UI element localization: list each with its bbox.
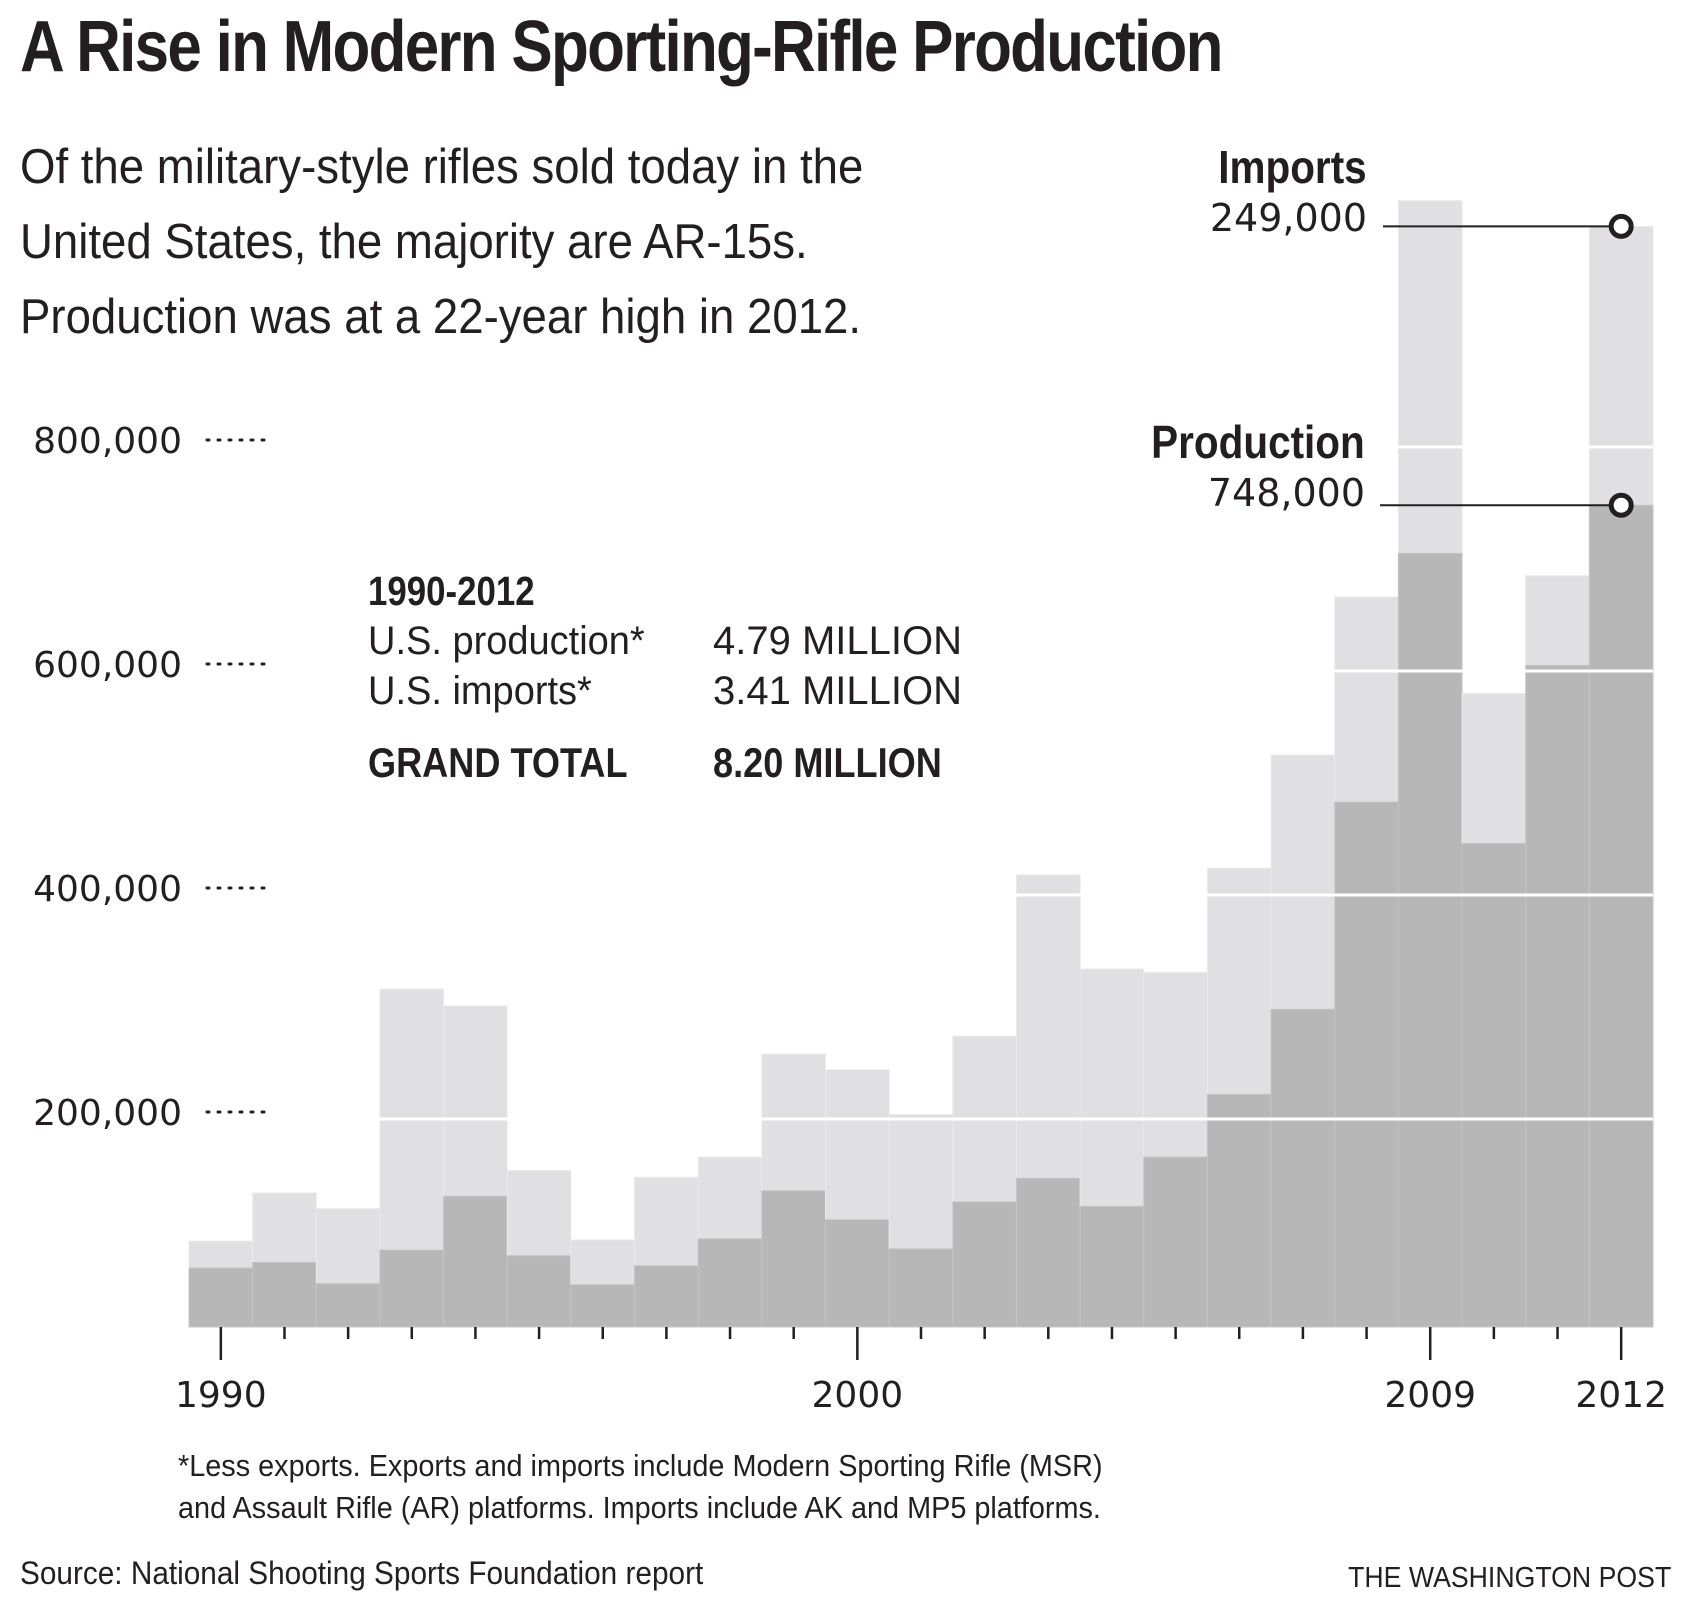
- imports-bar: [570, 1239, 636, 1286]
- y-tick-label: 200,000: [33, 1093, 182, 1134]
- production-bar: [1270, 1008, 1336, 1328]
- production-bar: [1206, 1093, 1272, 1328]
- production-marker: [1608, 492, 1634, 518]
- imports-bar: [634, 1176, 699, 1267]
- production-bar: [188, 1267, 254, 1328]
- footnote-line: and Assault Rifle (AR) platforms. Import…: [178, 1490, 1101, 1525]
- summary-heading: 1990-2012: [368, 568, 535, 614]
- x-axis: 1990 2000 2009 2012: [175, 1327, 1667, 1416]
- chart-title: A Rise in Modern Sporting-Rifle Producti…: [20, 7, 1223, 87]
- publisher-credit: THE WASHINGTON POST: [1347, 1562, 1671, 1594]
- subtitle-line: Production was at a 22-year high in 2012…: [20, 290, 862, 344]
- imports-bar: [1334, 596, 1399, 803]
- production-value: 748,000: [1207, 471, 1365, 515]
- production-bar: [1015, 1177, 1081, 1328]
- imports-bar: [1525, 575, 1590, 666]
- production-bar: [252, 1261, 317, 1328]
- gridlines-group: [189, 445, 1653, 1121]
- production-bar: [1079, 1205, 1145, 1328]
- imports-bar: [1079, 968, 1145, 1207]
- production-bar: [1461, 842, 1527, 1328]
- production-bar: [1588, 504, 1654, 1328]
- imports-bar: [888, 1114, 954, 1250]
- production-bar: [1334, 801, 1399, 1328]
- imports-bar: [825, 1069, 890, 1221]
- summary-label: U.S. imports*: [368, 668, 592, 713]
- subtitle-line: United States, the majority are AR-15s.: [20, 215, 808, 269]
- production-bar: [761, 1190, 827, 1328]
- y-tick-label: 400,000: [33, 869, 182, 910]
- imports-bar: [1397, 200, 1463, 554]
- imports-bar: [315, 1208, 381, 1285]
- production-bar: [634, 1265, 699, 1328]
- source-note: Source: National Shooting Sports Foundat…: [20, 1555, 704, 1591]
- imports-value: 249,000: [1209, 196, 1367, 240]
- summary-value: 8.20 MILLION: [713, 739, 942, 786]
- production-bar: [952, 1201, 1017, 1328]
- production-bar: [315, 1283, 381, 1328]
- y-axis: 200,000 400,000 600,000 800,000: [33, 421, 272, 1134]
- summary-label: U.S. production*: [368, 618, 645, 663]
- summary-row-total: GRAND TOTAL 8.20 MILLION: [368, 738, 979, 788]
- x-tick-label: 1990: [175, 1375, 267, 1416]
- imports-bar: [1143, 971, 1208, 1158]
- imports-bar: [1270, 754, 1336, 1010]
- imports-bar: [1588, 225, 1654, 506]
- summary-row-imports: U.S. imports* 3.41 MILLION: [368, 666, 979, 716]
- production-bar: [506, 1255, 572, 1328]
- production-bar: [1525, 664, 1590, 1328]
- imports-marker: [1608, 213, 1634, 239]
- production-label: Production: [1151, 416, 1365, 468]
- production-bar: [1143, 1156, 1208, 1328]
- chart-subtitle: Of the military-style rifles sold today …: [20, 130, 863, 355]
- imports-bar: [697, 1156, 763, 1240]
- production-bar: [443, 1195, 508, 1328]
- summary-label: GRAND TOTAL: [368, 739, 628, 786]
- summary-row-production: U.S. production* 4.79 MILLION: [368, 616, 979, 666]
- imports-bar: [188, 1240, 254, 1269]
- bars-group: [188, 200, 1654, 1328]
- summary-value: 3.41 MILLION: [713, 668, 963, 713]
- summary-value: 4.79 MILLION: [713, 618, 963, 663]
- x-tick-label: 2012: [1575, 1375, 1667, 1416]
- imports-bar: [443, 1005, 508, 1197]
- subtitle-line: Of the military-style rifles sold today …: [20, 140, 864, 194]
- production-bar: [888, 1248, 954, 1328]
- imports-bar: [252, 1192, 317, 1263]
- summary-box: 1990-2012 U.S. production* 4.79 MILLION …: [368, 568, 979, 788]
- y-tick-label: 600,000: [33, 645, 182, 686]
- production-bar: [379, 1249, 445, 1328]
- production-bar: [697, 1238, 763, 1328]
- production-bar: [825, 1219, 890, 1328]
- production-bar: [1397, 552, 1463, 1328]
- production-bar: [570, 1284, 636, 1328]
- imports-bar: [506, 1170, 572, 1257]
- x-tick-label: 2000: [812, 1375, 904, 1416]
- imports-label: Imports: [1218, 141, 1367, 193]
- footnote: *Less exports. Exports and imports inclu…: [178, 1445, 1103, 1529]
- imports-bar: [1015, 874, 1081, 1179]
- callouts-group: [1380, 213, 1634, 518]
- y-tick-label: 800,000: [33, 421, 182, 462]
- imports-bar: [1461, 692, 1527, 844]
- footnote-line: *Less exports. Exports and imports inclu…: [178, 1448, 1103, 1483]
- x-tick-label: 2009: [1384, 1375, 1476, 1416]
- imports-bar: [761, 1053, 827, 1192]
- imports-bar: [1206, 867, 1272, 1095]
